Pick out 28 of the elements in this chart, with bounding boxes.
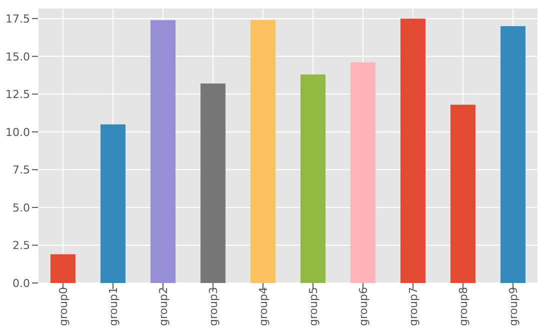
y-tick-label: 5.0: [12, 201, 30, 214]
y-tick-label: 7.5: [12, 164, 30, 177]
x-tick-label: group2: [156, 287, 170, 326]
x-tick-label: group6: [356, 287, 370, 326]
bar: [200, 84, 226, 283]
y-tick-label: 10.0: [6, 126, 30, 139]
bar: [250, 20, 276, 283]
y-tick-label: 0.0: [12, 276, 30, 290]
x-tick-label: group4: [256, 287, 270, 326]
y-tick-label: 17.5: [6, 12, 30, 26]
bar: [350, 62, 376, 283]
bar: [50, 254, 76, 283]
y-tick-label: 2.5: [12, 239, 30, 252]
x-tick-label: group9: [506, 287, 520, 326]
x-tick-label: group3: [206, 287, 220, 326]
y-tick-label: 12.5: [6, 88, 30, 102]
bar: [300, 74, 326, 283]
bar: [450, 104, 476, 283]
x-tick-label: group7: [406, 287, 420, 326]
x-tick-label: group1: [106, 287, 120, 326]
y-tick-label: 15.0: [6, 50, 30, 64]
bar: [500, 26, 526, 283]
x-tick-label: group8: [456, 287, 470, 326]
bar: [150, 20, 176, 283]
x-tick-label: group0: [56, 287, 70, 326]
x-tick-label: group5: [306, 287, 320, 326]
bar: [400, 18, 426, 283]
bar: [100, 124, 126, 283]
